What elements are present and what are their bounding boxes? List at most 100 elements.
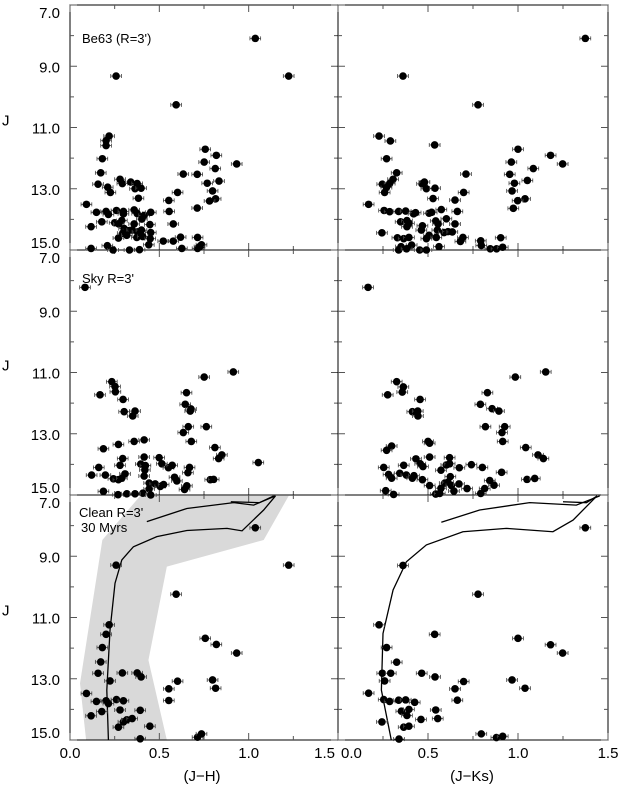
data-point	[410, 455, 422, 463]
data-point	[427, 194, 439, 203]
data-point	[512, 145, 524, 154]
data-point	[118, 407, 130, 416]
data-marker	[455, 480, 463, 488]
data-marker	[364, 200, 373, 209]
data-marker	[98, 707, 106, 716]
data-point	[163, 685, 175, 693]
data-marker	[128, 412, 137, 420]
data-marker	[483, 388, 492, 397]
data-point	[509, 373, 522, 381]
data-point	[401, 222, 413, 231]
data-point	[93, 463, 105, 472]
data-point	[403, 722, 415, 731]
data-point	[99, 471, 112, 479]
data-marker	[425, 439, 434, 448]
data-marker	[173, 188, 182, 197]
data-point	[475, 241, 488, 250]
data-point	[249, 523, 262, 532]
data-marker	[138, 215, 146, 223]
data-point	[199, 145, 212, 154]
data-marker	[104, 210, 113, 219]
data-marker	[96, 169, 105, 177]
data-point	[544, 151, 557, 160]
data-marker	[508, 187, 516, 195]
data-marker	[378, 669, 387, 678]
data-point	[79, 283, 91, 292]
data-point	[420, 246, 433, 254]
data-point	[528, 474, 541, 483]
y-tick-label: 15.0	[31, 235, 60, 252]
data-point	[362, 200, 375, 209]
data-point	[384, 137, 397, 145]
data-point	[206, 187, 219, 195]
data-marker	[534, 451, 542, 459]
data-marker	[105, 621, 113, 629]
data-marker	[165, 207, 173, 216]
data-marker	[104, 699, 113, 708]
data-marker	[165, 685, 173, 693]
data-point	[448, 487, 460, 495]
data-marker	[521, 443, 530, 452]
data-point	[163, 696, 175, 705]
y-tick-label: 9.0	[39, 549, 60, 566]
data-point	[200, 422, 213, 431]
data-marker	[498, 732, 507, 741]
data-point	[191, 204, 203, 212]
data-point	[435, 466, 447, 474]
data-point	[431, 714, 444, 723]
data-point	[472, 590, 484, 599]
data-marker	[145, 479, 153, 487]
data-point	[80, 200, 93, 209]
data-marker	[193, 204, 202, 212]
data-marker	[254, 458, 263, 467]
data-marker	[415, 246, 424, 254]
data-point	[373, 132, 385, 140]
data-marker	[474, 590, 482, 599]
data-point	[519, 443, 532, 452]
y-tick-label: 13.0	[31, 427, 60, 444]
data-point	[110, 72, 122, 80]
data-point	[90, 208, 103, 217]
data-marker	[135, 245, 144, 254]
data-marker	[146, 208, 155, 217]
data-marker	[448, 228, 457, 236]
data-point	[496, 428, 508, 437]
data-marker	[498, 243, 507, 252]
data-point	[92, 180, 104, 188]
data-marker	[211, 684, 220, 693]
data-marker	[215, 177, 223, 185]
y-axis-title: J	[2, 603, 10, 620]
data-point	[537, 454, 550, 463]
data-point	[209, 684, 222, 693]
data-marker	[403, 222, 411, 231]
data-marker	[490, 481, 498, 490]
data-marker	[437, 466, 445, 474]
data-point	[481, 388, 494, 397]
data-marker	[505, 170, 514, 179]
data-marker	[450, 487, 458, 495]
data-marker	[119, 210, 128, 218]
data-point	[506, 187, 518, 195]
data-marker	[558, 160, 567, 168]
data-marker	[169, 220, 178, 228]
data-marker	[410, 698, 419, 707]
data-marker	[385, 697, 394, 706]
data-marker	[422, 234, 431, 243]
data-marker	[106, 188, 115, 197]
data-marker	[422, 246, 431, 254]
data-marker	[178, 244, 186, 253]
data-marker	[427, 208, 436, 217]
data-point	[527, 164, 540, 173]
data-marker	[418, 475, 427, 484]
data-point	[128, 437, 140, 446]
data-marker	[402, 244, 411, 253]
data-marker	[232, 649, 241, 657]
data-point	[116, 454, 129, 463]
data-point	[429, 673, 441, 681]
data-marker	[378, 229, 386, 237]
data-point	[544, 640, 557, 649]
data-point	[112, 440, 125, 449]
data-point	[206, 676, 219, 684]
data-point	[506, 676, 518, 684]
data-marker	[508, 676, 516, 684]
